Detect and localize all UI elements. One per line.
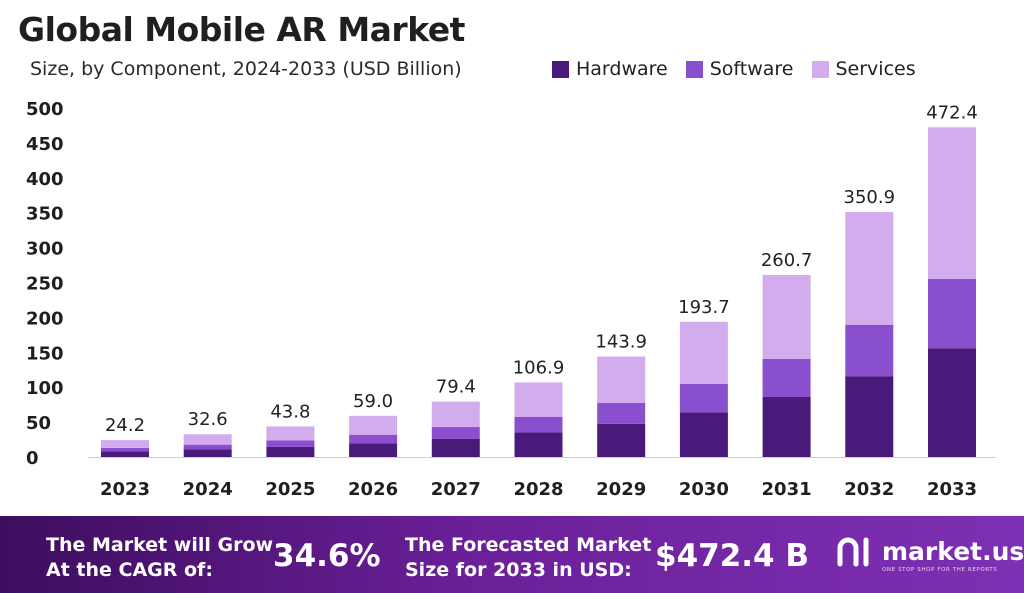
- total-label: 24.2: [105, 415, 145, 436]
- x-tick-label: 2026: [348, 479, 398, 500]
- y-tick-label: 400: [26, 169, 64, 190]
- bar-chart: 0 50 100 150 200 250 300 350 400 450 500 24.2 32.6 4…: [26, 99, 996, 500]
- chart-subtitle: Size, by Component, 2024-2033 (USD Billi…: [30, 58, 462, 80]
- bar-software-2024: [183, 444, 232, 450]
- y-tick-label: 0: [26, 448, 39, 469]
- bar-hardware-2026: [349, 443, 398, 457]
- x-tick-label: 2023: [100, 479, 150, 500]
- y-tick-label: 250: [26, 274, 64, 295]
- forecast-caption-line1: The Forecasted Market: [405, 534, 652, 556]
- bar-services-2027: [431, 401, 480, 428]
- x-tick-label: 2032: [844, 479, 894, 500]
- y-tick-label: 450: [26, 134, 64, 155]
- legend-swatch-services: [811, 60, 829, 78]
- legend-label-software: Software: [709, 58, 794, 80]
- chart-title: Global Mobile AR Market: [18, 10, 465, 49]
- cagr-value: 34.6%: [273, 538, 381, 574]
- bar-services-2026: [349, 415, 398, 435]
- y-tick-label: 300: [26, 239, 64, 260]
- y-axis: 0 50 100 150 200 250 300 350 400 450 500: [26, 99, 64, 469]
- x-tick-label: 2033: [927, 479, 977, 500]
- legend-item-services: Services: [811, 58, 916, 80]
- x-tick-label: 2027: [431, 479, 481, 500]
- y-tick-label: 350: [26, 204, 64, 225]
- brand-logo: market.us ONE STOP SHOP FOR THE REPORTS: [836, 534, 1024, 573]
- bar-services-2030: [679, 321, 728, 384]
- forecast-value: $472.4 B: [655, 538, 810, 574]
- bar-hardware-2028: [514, 432, 563, 457]
- brand-name: market.us: [882, 536, 1024, 566]
- bar-hardware-2025: [266, 446, 315, 457]
- brand-tagline: ONE STOP SHOP FOR THE REPORTS: [882, 567, 998, 573]
- total-label: 193.7: [678, 297, 730, 318]
- total-labels: 24.2 32.6 43.8 59.0 79.4 106.9 143.9 193.7 260.7…: [105, 102, 978, 436]
- bar-software-2027: [431, 427, 480, 439]
- bar-services-2033: [928, 127, 976, 279]
- bar-software-2029: [597, 402, 646, 424]
- cagr-caption-line2: At the CAGR of:: [46, 559, 213, 581]
- footer-banner: The Market will Grow At the CAGR of: 34.…: [0, 516, 1024, 593]
- bar-software-2033: [928, 278, 976, 349]
- total-label: 32.6: [188, 409, 228, 430]
- total-label: 260.7: [761, 250, 813, 271]
- forecast-caption-line2: Size for 2033 in USD:: [405, 559, 632, 581]
- bar-hardware-2030: [679, 412, 728, 457]
- total-label: 106.9: [513, 357, 565, 378]
- bar-software-2025: [266, 440, 315, 447]
- bar-hardware-2033: [928, 348, 976, 457]
- x-tick-label: 2028: [513, 479, 563, 500]
- total-label: 79.4: [436, 377, 476, 398]
- bar-hardware-2032: [845, 376, 894, 457]
- bar-hardware-2027: [431, 438, 480, 457]
- bar-services-2031: [762, 275, 811, 359]
- bar-services-2025: [266, 426, 315, 441]
- y-tick-label: 100: [26, 378, 64, 399]
- bar-hardware-2029: [597, 423, 646, 457]
- forecast-caption: The Forecasted Market Size for 2033 in U…: [405, 533, 651, 583]
- bar-services-2029: [597, 356, 646, 403]
- bar-software-2030: [679, 383, 728, 413]
- bar-hardware-2024: [183, 449, 232, 457]
- bar-hardware-2023: [101, 451, 149, 457]
- bar-software-2026: [349, 434, 398, 444]
- y-tick-label: 150: [26, 343, 64, 364]
- bar-services-2032: [845, 212, 894, 325]
- bar-software-2023: [101, 447, 149, 452]
- bar-services-2023: [101, 440, 149, 448]
- legend-swatch-hardware: [552, 60, 569, 78]
- y-tick-label: 50: [26, 413, 51, 434]
- bar-services-2024: [183, 434, 232, 445]
- legend-item-hardware: Hardware: [552, 58, 668, 80]
- x-tick-label: 2030: [679, 479, 729, 500]
- total-label: 59.0: [353, 391, 393, 412]
- bar-software-2028: [514, 416, 563, 433]
- x-tick-label: 2025: [265, 479, 315, 500]
- legend-label-services: Services: [835, 58, 916, 80]
- bar-software-2032: [845, 324, 894, 377]
- total-label: 350.9: [844, 187, 896, 208]
- bar-software-2031: [762, 358, 811, 397]
- market-us-logo-icon: [837, 537, 869, 567]
- bars: [101, 127, 976, 457]
- total-label: 43.8: [270, 401, 310, 422]
- x-tick-label: 2031: [762, 479, 812, 500]
- cagr-caption: The Market will Grow At the CAGR of:: [46, 533, 273, 583]
- legend-swatch-software: [685, 60, 703, 78]
- bar-services-2028: [514, 382, 563, 417]
- y-tick-label: 200: [26, 308, 64, 329]
- x-axis: 2023 2024 2025 2026 2027 2028 2029 2030 2031 2032…: [88, 457, 996, 500]
- y-tick-label: 500: [26, 99, 64, 120]
- total-label: 143.9: [595, 332, 647, 353]
- legend: Hardware Software Services: [552, 58, 934, 80]
- x-tick-label: 2024: [183, 479, 233, 500]
- cagr-caption-line1: The Market will Grow: [46, 534, 274, 556]
- x-tick-label: 2029: [596, 479, 646, 500]
- bar-hardware-2031: [762, 396, 811, 457]
- legend-label-hardware: Hardware: [576, 58, 668, 80]
- total-label: 472.4: [926, 102, 978, 123]
- legend-item-software: Software: [685, 58, 794, 80]
